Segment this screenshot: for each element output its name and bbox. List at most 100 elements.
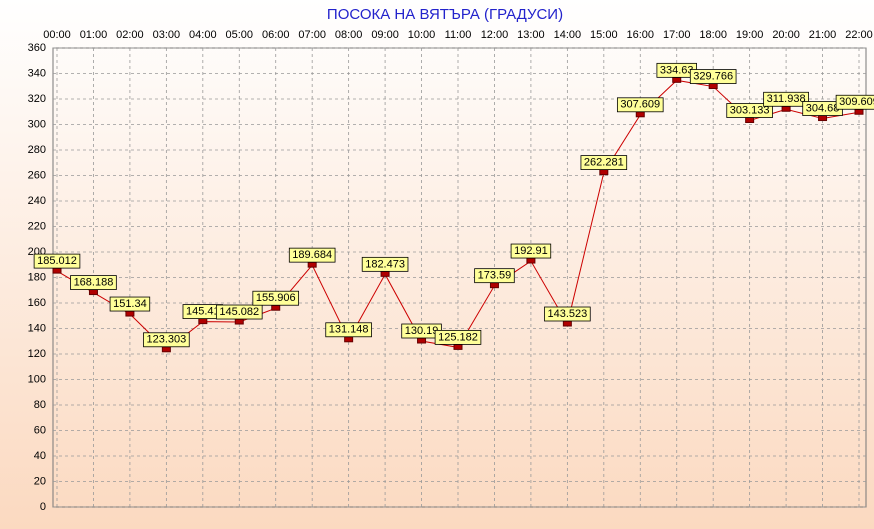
y-tick-label: 260 [28,169,46,181]
data-label: 145.082 [219,306,259,318]
data-label-box [544,306,591,322]
x-tick-label: 09:00 [371,29,399,41]
x-tick-label: 07:00 [298,29,326,41]
x-tick-label: 16:00 [627,29,655,41]
y-tick-label: 300 [28,118,46,130]
data-label-box [70,275,117,290]
x-tick-label: 15:00 [590,29,618,41]
data-label-box [689,69,737,84]
data-label: 311.938 [767,93,806,105]
y-tick-label: 220 [28,220,46,232]
marker [307,261,317,268]
x-tick-label: 01:00 [80,29,108,41]
y-tick-label: 320 [28,93,46,105]
data-label: 309.609 [839,96,874,108]
marker [52,267,62,274]
x-tick-label: 20:00 [772,29,800,41]
marker [708,83,718,90]
marker [599,169,609,176]
data-label: 192.91 [514,245,548,257]
data-label: 123.303 [146,334,186,346]
marker [526,257,536,264]
data-label-box [252,290,300,306]
marker [234,318,244,325]
chart-title: ПОСОКА НА ВЯТЪРА (ГРАДУСИ) [327,6,563,23]
marker [380,270,390,277]
data-label-box [215,304,263,320]
data-label: 125.182 [438,331,478,343]
data-label: 130.19 [405,325,439,337]
marker [745,117,755,124]
y-tick-label: 340 [28,67,46,79]
data-label-box [143,332,190,348]
data-label: 155.906 [256,292,296,304]
data-label-box [434,329,482,345]
y-tick-label: 180 [28,271,46,283]
x-tick-label: 05:00 [226,29,254,41]
x-tick-label: 21:00 [809,29,837,41]
data-label: 131.148 [329,324,369,336]
marker [453,343,463,350]
x-tick-label: 12:00 [481,29,509,41]
data-label: 304.68 [806,102,840,114]
data-label-box [474,268,515,284]
x-tick-label: 11:00 [445,29,472,41]
data-label: 303.133 [730,104,770,116]
x-tick-label: 18:00 [699,29,727,41]
data-label: 143.523 [547,308,587,320]
data-label-box [33,253,81,269]
y-tick-label: 0 [40,501,46,513]
marker [417,337,427,344]
y-tick-label: 20 [34,475,46,487]
x-tick-label: 02:00 [116,29,144,41]
data-label-box [835,94,874,110]
marker [854,108,864,115]
y-tick-label: 80 [34,399,46,411]
x-tick-label: 10:00 [408,29,436,41]
marker [672,76,682,83]
y-tick-label: 120 [28,348,46,360]
marker [818,115,828,122]
marker [635,111,645,118]
y-tick-label: 360 [28,42,46,54]
data-label-box [325,322,372,338]
marker [344,336,354,343]
data-label-box [361,256,409,272]
data-label: 189.684 [292,249,332,261]
marker [489,282,499,289]
x-tick-label: 19:00 [736,29,764,41]
x-tick-label: 22:00 [845,29,873,41]
data-label: 262.281 [584,156,624,168]
y-tick-label: 100 [28,373,46,385]
data-label: 185.012 [37,255,77,267]
data-label-box [726,103,773,118]
data-label: 334.63 [660,64,694,76]
data-label: 168.188 [74,276,114,288]
marker [781,105,791,112]
x-tick-label: 00:00 [43,29,71,41]
x-tick-label: 17:00 [663,29,691,41]
x-tick-label: 04:00 [189,29,217,41]
data-label: 151.34 [113,298,147,310]
marker [271,304,281,311]
y-tick-label: 40 [34,450,46,462]
data-label-box [616,97,664,113]
data-label: 329.766 [693,70,733,82]
data-label: 182.473 [365,258,405,270]
data-label: 173.59 [478,270,512,282]
data-label: 145.41 [186,306,220,318]
x-tick-label: 13:00 [517,29,545,41]
data-label-box [109,296,151,312]
marker [88,289,98,296]
marker [161,346,171,353]
y-tick-label: 60 [34,424,46,436]
data-label-box [288,247,336,263]
data-label: 307.609 [620,99,660,111]
y-tick-label: 140 [28,322,46,334]
x-tick-label: 03:00 [153,29,181,41]
marker [562,320,572,327]
y-tick-label: 240 [28,195,46,207]
y-tick-label: 280 [28,144,46,156]
